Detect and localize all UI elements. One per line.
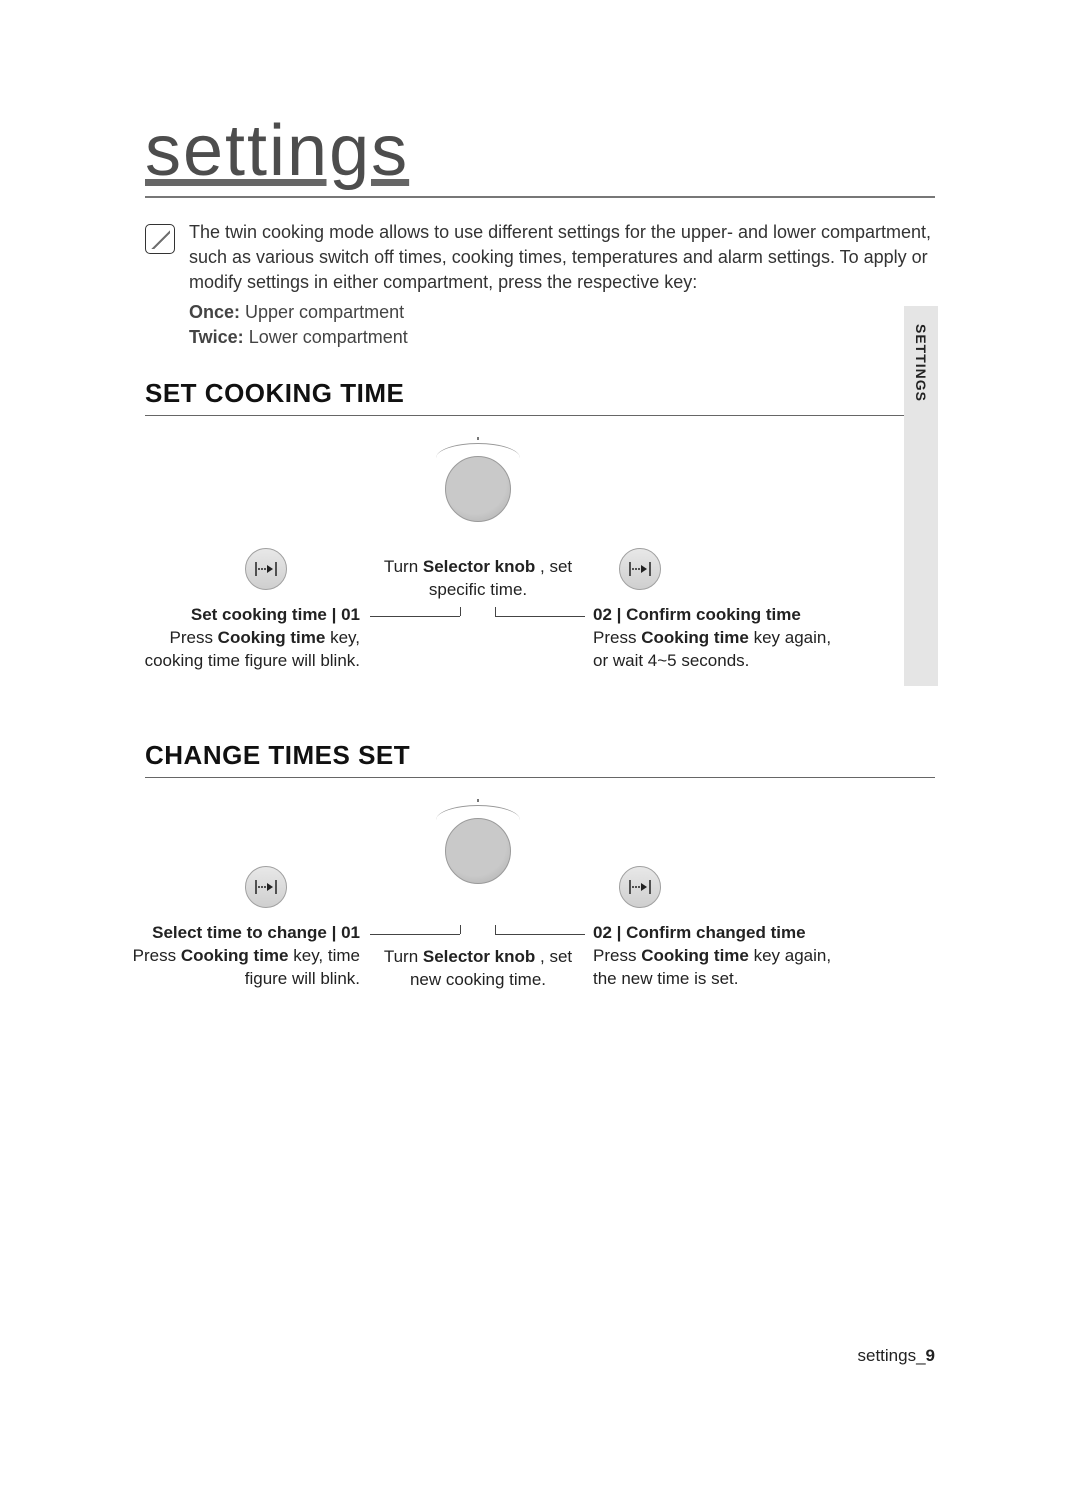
selector-knob-icon <box>445 818 511 884</box>
once-label: Once: <box>189 302 240 322</box>
once-text: Upper compartment <box>245 302 404 322</box>
step-right-b: Cooking time <box>641 628 749 647</box>
note-icon <box>145 224 175 254</box>
step-right-title: 02 | Confirm cooking time <box>593 605 801 624</box>
connector-line <box>495 934 585 935</box>
knob-caption-pre: Turn <box>384 557 423 576</box>
twice-label: Twice: <box>189 327 244 347</box>
cooking-time-button-icon <box>245 548 287 590</box>
side-tab-label: SETTINGS <box>913 324 929 402</box>
connector-line <box>495 925 496 934</box>
footer-page: 9 <box>926 1346 935 1365</box>
page-title: settings <box>145 110 935 198</box>
step-right: 02 | Confirm changed time Press Cooking … <box>593 922 843 991</box>
step-left-title: Set cooking time | 01 <box>191 605 360 624</box>
note-block: The twin cooking mode allows to use diff… <box>145 220 935 350</box>
section-heading-set-cooking-time: SET COOKING TIME <box>145 378 935 416</box>
step-right-pre: Press <box>593 946 641 965</box>
twice-text: Lower compartment <box>249 327 408 347</box>
step-right-title: 02 | Confirm changed time <box>593 923 806 942</box>
connector-line <box>460 925 461 934</box>
cooking-time-button-icon <box>619 548 661 590</box>
step-left: Set cooking time | 01 Press Cooking time… <box>125 604 360 673</box>
connector-line <box>495 607 496 616</box>
selector-knob-icon <box>445 456 511 522</box>
footer-label: settings_ <box>857 1346 925 1365</box>
connector-line <box>370 934 460 935</box>
side-tab: SETTINGS <box>904 306 938 686</box>
knob-caption: Turn Selector knob , set new cooking tim… <box>373 946 583 992</box>
skip-icon <box>629 562 651 576</box>
knob-caption-b: Selector knob <box>423 557 535 576</box>
step-left-b: Cooking time <box>218 628 326 647</box>
skip-icon <box>255 880 277 894</box>
diagram-set-cooking-time: Turn Selector knob , set specific time. <box>145 432 935 712</box>
knob-caption: Turn Selector knob , set specific time. <box>373 556 583 602</box>
knob-caption-pre: Turn <box>384 947 423 966</box>
step-left-title: Select time to change | 01 <box>152 923 360 942</box>
step-left-b: Cooking time <box>181 946 289 965</box>
page: settings The twin cooking mode allows to… <box>0 0 1080 1486</box>
connector-line <box>460 607 461 616</box>
skip-icon <box>629 880 651 894</box>
knob-caption-b: Selector knob <box>423 947 535 966</box>
footer: settings_9 <box>857 1346 935 1366</box>
diagram-change-times: Turn Selector knob , set new cooking tim… <box>145 794 935 1014</box>
step-left-pre: Press <box>133 946 181 965</box>
step-right-b: Cooking time <box>641 946 749 965</box>
step-left-pre: Press <box>169 628 217 647</box>
cooking-time-button-icon <box>619 866 661 908</box>
connector-line <box>370 616 460 617</box>
section-heading-change-times: CHANGE TIMES SET <box>145 740 935 778</box>
step-right-pre: Press <box>593 628 641 647</box>
step-left: Select time to change | 01 Press Cooking… <box>125 922 360 991</box>
skip-icon <box>255 562 277 576</box>
connector-line <box>495 616 585 617</box>
note-text: The twin cooking mode allows to use diff… <box>189 222 931 292</box>
step-right: 02 | Confirm cooking time Press Cooking … <box>593 604 843 673</box>
cooking-time-button-icon <box>245 866 287 908</box>
